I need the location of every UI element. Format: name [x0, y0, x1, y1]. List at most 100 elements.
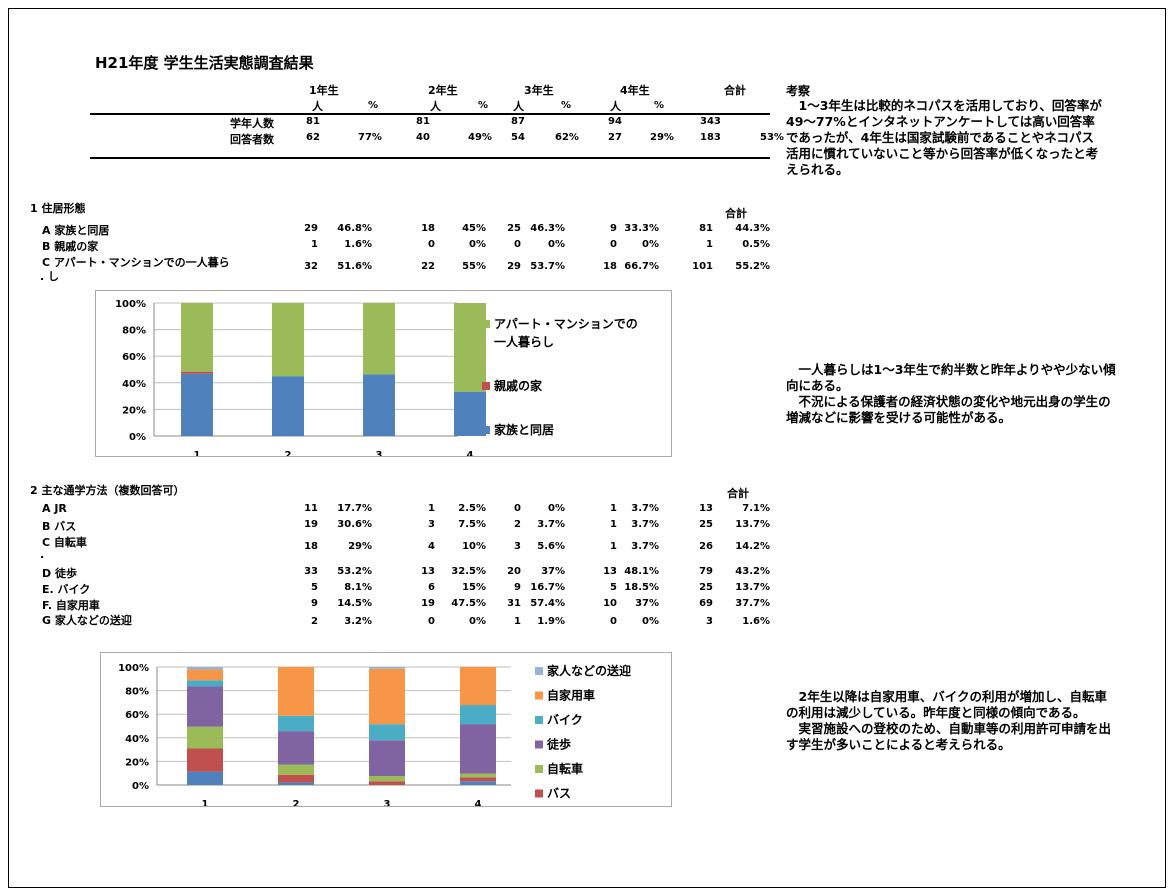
sub-label: %	[561, 100, 572, 111]
table-cell: 81	[416, 116, 430, 127]
y-tick-label: 20%	[122, 405, 146, 416]
bar-segment	[181, 303, 213, 372]
table-cell: 18.5%	[624, 582, 659, 593]
table-cell: 13	[699, 503, 713, 514]
bar-segment	[460, 777, 496, 782]
x-tick-label: 2	[293, 799, 300, 806]
table-cell: 18	[421, 223, 435, 234]
table-cell: 0%	[548, 239, 565, 250]
legend-swatch	[482, 426, 490, 434]
table-cell: 53.7%	[530, 261, 565, 272]
bar-segment	[187, 680, 223, 687]
legend-swatch	[535, 716, 543, 724]
section2-heading: 2 主な通学方法（複数回答可）	[30, 484, 185, 497]
table-cell: 5.6%	[537, 541, 565, 552]
bar-segment	[272, 303, 304, 377]
table-cell: 0	[514, 503, 521, 514]
table-cell: 20	[507, 566, 521, 577]
table-cell: 7.5%	[458, 519, 486, 530]
legend-swatch	[535, 667, 543, 675]
legend-label: バス	[547, 787, 571, 801]
bar-segment	[278, 782, 314, 785]
table-cell: 19	[304, 519, 318, 530]
table-cell: 1.6%	[742, 616, 770, 627]
sub-label: 人	[430, 100, 441, 113]
table-cell: 3	[514, 541, 521, 552]
y-tick-label: 0%	[132, 781, 149, 792]
table-cell: 1.9%	[537, 616, 565, 627]
year-label-4: 4年生	[620, 84, 650, 97]
table-cell: 77%	[358, 132, 382, 143]
table-cell: 8.1%	[344, 582, 372, 593]
table-cell: 46.8%	[337, 223, 372, 234]
y-tick-label: 40%	[125, 734, 149, 745]
table-cell: 1	[706, 239, 713, 250]
bar-segment	[454, 303, 486, 392]
sub-label: 人	[312, 100, 323, 113]
table-cell: 6	[428, 582, 435, 593]
bar-segment	[278, 764, 314, 775]
table-cell: 66.7%	[624, 261, 659, 272]
table-cell: 0	[428, 616, 435, 627]
bar-segment	[181, 371, 213, 374]
table-cell: 0	[610, 239, 617, 250]
table-cell: 81	[699, 223, 713, 234]
row-label-cont: .	[40, 548, 45, 561]
y-tick-label: 60%	[122, 352, 146, 363]
table-cell: 1	[514, 616, 521, 627]
bar-segment	[460, 781, 496, 785]
table-cell: 10	[603, 598, 617, 609]
year-label-2: 2年生	[428, 84, 458, 97]
bar-segment	[187, 748, 223, 772]
legend-label: 親戚の家	[494, 378, 543, 393]
table-cell: 3.7%	[631, 541, 659, 552]
table-cell: 3	[428, 519, 435, 530]
legend-swatch	[535, 789, 543, 798]
bar-segment	[460, 773, 496, 778]
row-label: A 家族と同居	[42, 224, 110, 237]
table-cell: 81	[306, 116, 320, 127]
table-cell: 0.5%	[742, 239, 770, 250]
table-cell: 0	[514, 239, 521, 250]
table-cell: 5	[311, 582, 318, 593]
sub-label: %	[478, 100, 489, 111]
legend-label: 徒歩	[546, 737, 571, 752]
row-label: A JR	[42, 502, 67, 515]
table-cell: 2.5%	[458, 503, 486, 514]
table-cell: 40	[416, 132, 430, 143]
bar-segment	[278, 715, 314, 732]
table-cell: 0%	[642, 616, 659, 627]
table-cell: 87	[511, 116, 525, 127]
bar-segment	[460, 724, 496, 774]
commute-chart: 100% 80% 60% 40% 20% 0% 1 2 3 4 家人などの送迎 自家用車 バイク 徒歩 自転…	[100, 652, 672, 810]
table-cell: 33.3%	[624, 223, 659, 234]
bar-segment	[187, 686, 223, 727]
section1-total-label: 合計	[725, 207, 747, 220]
section2-total-label: 合計	[727, 487, 749, 500]
note-commute: 2年生以降は自家用車、バイクの利用が増加し、自転車の利用は減少している。昨年度と…	[786, 689, 1112, 752]
table-cell: 3.7%	[631, 503, 659, 514]
table-cell: 3.7%	[537, 519, 565, 530]
table-cell: 47.5%	[451, 598, 486, 609]
row-label: E. バイク	[42, 583, 91, 596]
legend-swatch	[482, 320, 490, 328]
table-cell: 37%	[541, 566, 565, 577]
table-cell: 29%	[650, 132, 674, 143]
table-cell: 29	[507, 261, 521, 272]
bar-segment	[363, 303, 395, 375]
bar-segment	[272, 376, 304, 436]
table-cell: 10%	[462, 541, 486, 552]
table-cell: 13	[421, 566, 435, 577]
table-cell: 13.7%	[735, 519, 770, 530]
row-label: G 家人などの送迎	[42, 614, 132, 627]
table-cell: 33	[304, 566, 318, 577]
legend-label: 自転車	[547, 761, 583, 776]
table-cell: 25	[507, 223, 521, 234]
row-label: B 親戚の家	[42, 240, 99, 253]
table-cell: 17.7%	[337, 503, 372, 514]
y-tick-label: 0%	[129, 432, 146, 443]
x-tick-label: 4	[467, 450, 474, 456]
table-cell: 14.2%	[735, 541, 770, 552]
bar-segment	[278, 774, 314, 783]
x-tick-label: 3	[376, 450, 383, 456]
